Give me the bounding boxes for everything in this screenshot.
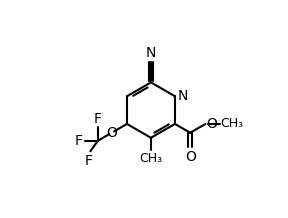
Text: CH₃: CH₃	[139, 152, 162, 165]
Text: N: N	[146, 46, 156, 60]
Text: F: F	[84, 154, 92, 168]
Text: O: O	[206, 117, 217, 131]
Text: N: N	[178, 89, 188, 103]
Text: CH₃: CH₃	[221, 118, 244, 130]
Text: O: O	[185, 150, 196, 164]
Text: F: F	[94, 112, 102, 126]
Text: O: O	[106, 126, 117, 140]
Text: F: F	[75, 134, 83, 148]
